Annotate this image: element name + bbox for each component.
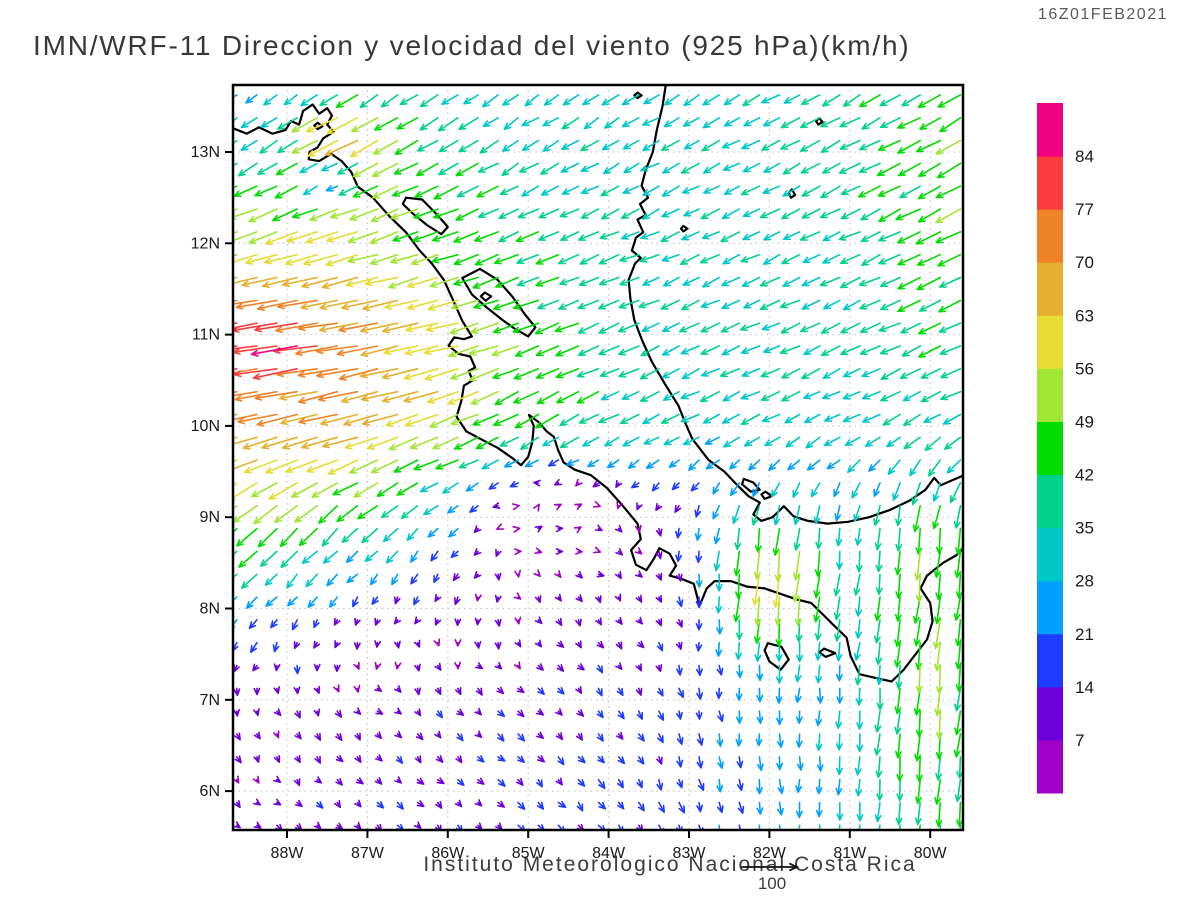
y-tick-label: 6N bbox=[200, 783, 220, 800]
colorbar-label: 49 bbox=[1075, 412, 1094, 431]
colorbar-label: 14 bbox=[1075, 678, 1094, 697]
colorbar-segment bbox=[1037, 315, 1063, 369]
y-tick-label: 13N bbox=[191, 144, 220, 161]
colorbar-label: 63 bbox=[1075, 306, 1094, 325]
chart-title: IMN/WRF-11 Direccion y velocidad del vie… bbox=[33, 30, 911, 61]
x-tick-label: 88W bbox=[271, 845, 305, 862]
coastline bbox=[233, 85, 963, 683]
y-tick-label: 9N bbox=[200, 509, 220, 526]
y-tick-label: 12N bbox=[191, 235, 220, 252]
y-tick-label: 8N bbox=[200, 601, 220, 618]
colorbar-segment bbox=[1037, 580, 1063, 635]
colorbar-label: 7 bbox=[1075, 731, 1084, 750]
credit-text: Instituto Meteorologico Nacional Costa R… bbox=[423, 853, 917, 876]
colorbar-label: 84 bbox=[1075, 147, 1094, 166]
colorbar-label: 56 bbox=[1075, 359, 1094, 378]
axes: 88W 87W 86W 85W 84W 83W 82W 81W 80W13N12N11N10N9… bbox=[191, 144, 948, 862]
colorbar-label: 70 bbox=[1075, 253, 1094, 272]
colorbar: 7 14 21 28 35 42 49 56 63 70 77 84 bbox=[1037, 103, 1094, 794]
colorbar-segment bbox=[1037, 474, 1063, 529]
map-inner bbox=[233, 85, 963, 830]
colorbar-segment bbox=[1037, 686, 1063, 741]
y-tick-label: 7N bbox=[200, 692, 220, 709]
colorbar-segment bbox=[1037, 209, 1063, 263]
colorbar-segment bbox=[1037, 633, 1063, 688]
reference-vector-label: 100 bbox=[757, 874, 787, 893]
colorbar-segment bbox=[1037, 739, 1063, 794]
colorbar-label: 28 bbox=[1075, 572, 1094, 591]
map-frame bbox=[231, 83, 965, 832]
colorbar-label: 21 bbox=[1075, 625, 1094, 644]
valid-time-label: 16Z01FEB2021 bbox=[1037, 6, 1168, 23]
y-tick-label: 10N bbox=[191, 418, 220, 435]
colorbar-segment bbox=[1037, 156, 1063, 210]
y-tick-label: 11N bbox=[192, 327, 220, 344]
colorbar-segment bbox=[1037, 262, 1063, 316]
colorbar-segment bbox=[1037, 527, 1063, 582]
colorbar-segment bbox=[1037, 421, 1063, 476]
colorbar-segment bbox=[1037, 103, 1063, 157]
colorbar-label: 77 bbox=[1075, 200, 1094, 219]
colorbar-label: 42 bbox=[1075, 466, 1094, 485]
graticule bbox=[233, 85, 963, 830]
colorbar-segment bbox=[1037, 368, 1063, 422]
colorbar-label: 35 bbox=[1075, 519, 1094, 538]
wind-vectors bbox=[233, 94, 963, 830]
